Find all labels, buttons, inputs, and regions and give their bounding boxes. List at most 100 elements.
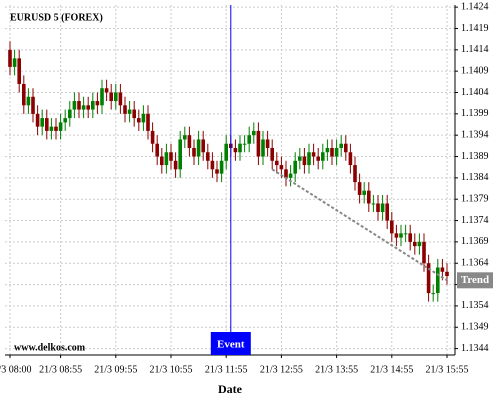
x-tick-label: 21/3 11:55 [205,364,248,375]
candle-body [187,135,192,148]
candle-body [178,139,182,170]
y-tick-label: 1.1394 [461,129,489,140]
candle-body [408,233,412,242]
candle-body [192,147,196,157]
candle-body [77,101,81,110]
candle-body [183,135,187,140]
candle-body [279,165,284,170]
y-tick-label: 1.1379 [461,194,489,205]
candle-body [247,135,251,144]
x-tick-label: 21/3 12:55 [260,364,303,375]
y-tick-label: 1.1354 [461,300,489,311]
candle-body [367,190,371,204]
candle-body [339,143,343,148]
candle-body [298,156,302,161]
candle-body [426,263,431,294]
candle-body [380,203,385,213]
candle-body [219,160,224,174]
candle-body [371,203,376,205]
candle-body [206,152,210,161]
candle-body [118,92,123,106]
candle-body [344,143,348,153]
candle-body [270,147,274,161]
candle-body [22,83,26,106]
candle-body [242,143,247,145]
candle-body [123,105,127,114]
trend-label-box [457,272,493,289]
plot-area [5,5,455,355]
candle-body [307,152,311,166]
event-label-box [210,332,251,355]
candle-body [224,143,228,161]
candle-body [173,160,178,170]
candle-body [137,118,141,123]
y-tick-label: 1.1369 [461,236,489,247]
candle-body [81,105,86,110]
candle-body [114,92,118,102]
candle-body [146,113,150,131]
candle-body [49,126,54,131]
y-tick-label: 1.1409 [461,65,489,76]
x-tick-label: 21/3 14:55 [370,364,413,375]
x-tick-label: 21/3 08:55 [39,364,82,375]
y-tick-label: 1.1384 [461,172,489,183]
y-tick-label: 1.1344 [461,343,489,354]
y-tick-label: 1.1349 [461,322,489,333]
candle-body [45,118,49,131]
candle-body [261,139,265,157]
x-tick-label: 21/3 08:00 [0,364,32,375]
candle-body [104,88,109,93]
event-label: Event [217,339,245,351]
candle-body [348,152,353,166]
x-tick-label: 21/3 10:55 [149,364,192,375]
candle-body [91,101,95,110]
candle-body [330,147,334,157]
candle-body [417,241,422,247]
candle-body [95,101,100,106]
candle-body [403,233,408,235]
candle-body [127,109,132,114]
candle-body [445,271,449,277]
candle-body [440,267,445,272]
x-tick-label: 21/3 15:55 [425,364,468,375]
candle-body [8,49,12,67]
trend-line [271,168,448,282]
y-tick-label: 1.1364 [461,258,489,269]
candle-body [132,109,136,119]
y-tick-label: 1.1404 [461,87,489,98]
x-tick-label: 21/3 13:55 [315,364,358,375]
candle-body [431,293,435,295]
candle-body [302,156,307,166]
y-tick-label: 1.1389 [461,151,489,162]
candle-body [334,147,339,157]
candle-body [288,173,293,178]
candle-body [12,58,17,67]
watermark: www.delkos.com [14,342,86,353]
y-tick-label: 1.1399 [461,108,489,119]
y-tick-label: 1.1414 [461,44,489,55]
candle-body [385,203,389,221]
candle-body [164,152,169,166]
candle-body [321,152,325,161]
candle-body [26,96,31,106]
candle-body [413,241,417,247]
candle-body [422,241,426,264]
candle-body [357,182,362,195]
candle-body [86,105,90,110]
candle-body [284,169,288,178]
candle-body [275,160,279,166]
candle-body [390,220,394,234]
candle-body [311,152,316,157]
trend-label: Trend [461,274,489,286]
candle-body [68,109,72,119]
candle-body [40,118,44,127]
candle-body [316,156,320,161]
candle-body [293,160,297,174]
candle-body [196,139,201,157]
candle-body [35,113,40,127]
y-tick-label: 1.1424 [461,1,489,12]
candle-body [58,122,63,131]
candle-body [150,130,155,144]
candle-body [376,203,380,213]
